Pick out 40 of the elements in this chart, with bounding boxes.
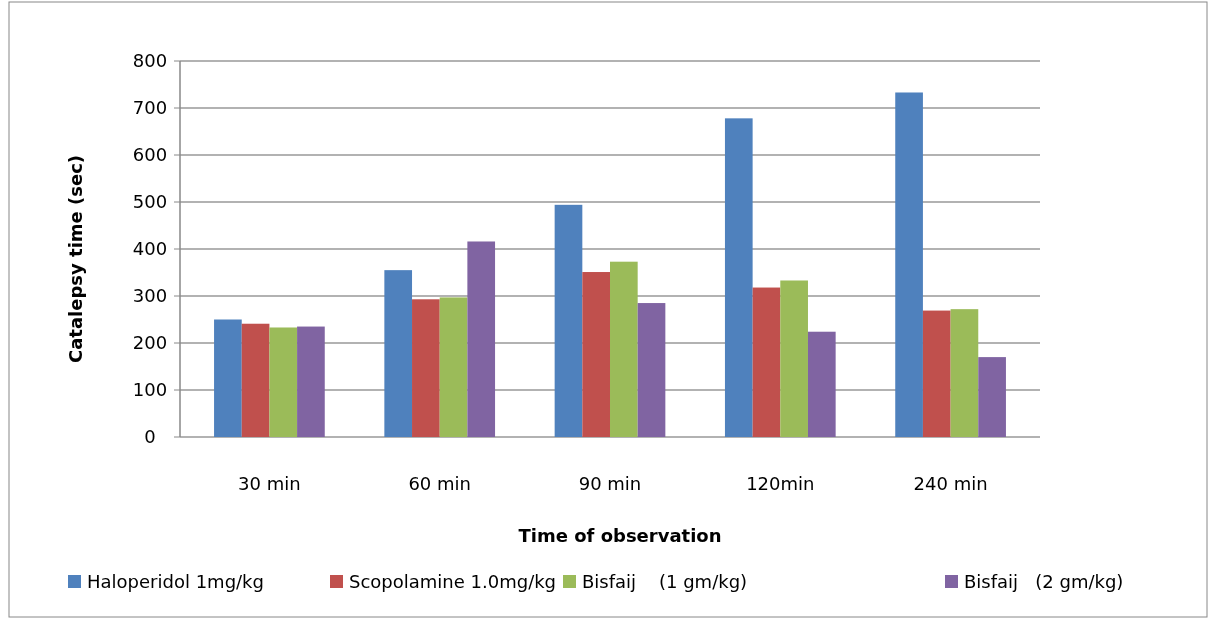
y-tick-label: 0	[144, 426, 156, 448]
bar	[807, 331, 836, 437]
bar	[780, 280, 808, 437]
bar	[297, 326, 325, 437]
bar	[724, 118, 753, 437]
bar	[269, 327, 298, 437]
bar	[412, 299, 440, 437]
bar	[439, 297, 468, 437]
legend-label: Scopolamine 1.0mg/kg	[349, 571, 557, 592]
legend-label: Haloperidol 1mg/kg	[87, 571, 264, 592]
bar	[922, 310, 951, 437]
bar	[384, 270, 413, 437]
legend-label: Bisfaij (2 gm/kg)	[964, 571, 1124, 592]
x-tick-label: 90 min	[578, 473, 642, 494]
x-tick-label: 60 min	[408, 473, 471, 494]
bar	[554, 204, 583, 437]
bar	[978, 357, 1006, 437]
y-tick-label: 600	[132, 144, 168, 166]
bar	[467, 241, 496, 437]
bar	[895, 92, 923, 437]
y-tick-label: 100	[132, 379, 168, 401]
legend-label: Bisfaij (1 gm/kg)	[582, 571, 748, 592]
x-tick-label: 120min	[746, 473, 815, 494]
y-tick-label: 500	[132, 191, 168, 213]
bar	[610, 261, 638, 437]
y-tick-label: 300	[132, 285, 168, 307]
bar	[637, 303, 666, 437]
y-tick-label: 700	[132, 97, 168, 119]
y-axis-title: Catalepsy time (sec)	[65, 154, 86, 364]
x-tick-label: 240 min	[913, 473, 988, 494]
x-axis-title: Time of observation	[518, 525, 722, 546]
bar	[214, 319, 242, 437]
bar	[582, 272, 610, 437]
y-tick-label: 800	[132, 50, 168, 72]
x-tick-label: 30 min	[238, 473, 301, 494]
bar	[752, 287, 781, 437]
bar	[241, 323, 270, 437]
y-tick-label: 400	[132, 238, 168, 260]
bar	[950, 309, 979, 437]
y-tick-label: 200	[132, 332, 168, 354]
